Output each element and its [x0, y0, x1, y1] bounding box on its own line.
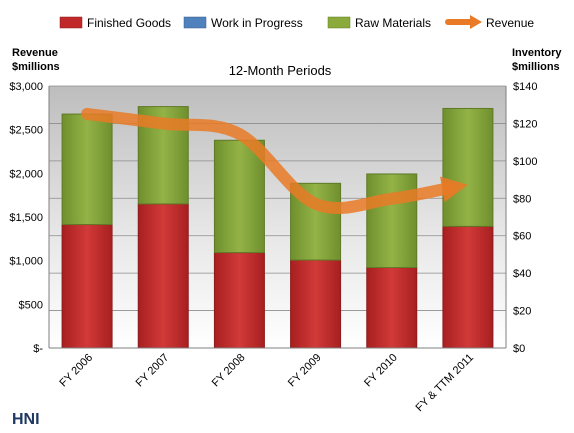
left-tick-labels: $- $500 $1,000 $1,500 $2,000 $2,500 $3,000	[9, 81, 43, 355]
left-tick-label: $1,500	[9, 212, 43, 224]
bar-finished-goods-fy-2007	[137, 203, 189, 349]
bar-raw-materials-fy-2008	[213, 139, 265, 254]
x-tick-label: FY 2010	[362, 352, 400, 390]
plot-area	[49, 86, 506, 348]
left-tick-label: $2,000	[9, 168, 43, 180]
right-tick-label: $140	[513, 81, 537, 93]
plot-subtitle: 12-Month Periods	[229, 63, 332, 78]
right-tick-label: $20	[513, 306, 531, 318]
x-tick-label: FY 2007	[134, 352, 172, 390]
right-tick-label: $100	[513, 156, 537, 168]
right-tick-labels: $0 $20 $40 $60 $80 $100 $120 $140	[513, 81, 537, 355]
left-tick-label: $1,000	[9, 256, 43, 268]
legend-item-raw-materials: Raw Materials	[327, 16, 431, 30]
bar-finished-goods-fy-2006	[61, 223, 113, 349]
right-tick-label: $80	[513, 193, 531, 205]
legend-swatch-raw-materials	[327, 16, 351, 29]
bar-raw-materials-fy-ttm-2011	[442, 107, 494, 227]
right-tick-label: $0	[513, 343, 525, 355]
left-axis-title-line1: Revenue	[12, 47, 58, 59]
bar-finished-goods-fy-ttm-2011	[442, 225, 494, 349]
bars	[61, 106, 494, 349]
left-tick-label: $3,000	[9, 81, 43, 93]
legend-label-finished-goods: Finished Goods	[87, 16, 171, 30]
right-tick-label: $120	[513, 118, 537, 130]
x-tick-label: FY 2006	[57, 352, 95, 390]
x-tick-labels: FY 2006 FY 2007 FY 2008 FY 2009 FY 2010 FY & …	[57, 352, 476, 415]
left-tick-label: $-	[33, 343, 43, 355]
company-label: HNI	[12, 411, 40, 428]
bar-finished-goods-fy-2009	[290, 259, 342, 349]
right-axis-title-line2: $millions	[512, 61, 560, 73]
legend: Finished Goods Work in Progress Raw Mate…	[59, 15, 534, 30]
legend-label-raw-materials: Raw Materials	[355, 16, 431, 30]
legend-swatch-work-in-progress	[183, 16, 207, 29]
left-tick-label: $2,500	[9, 125, 43, 137]
right-tick-label: $40	[513, 268, 531, 280]
x-tick-label: FY & TTM 2011	[414, 352, 477, 415]
x-tick-label: FY 2008	[210, 352, 248, 390]
bar-finished-goods-fy-2010	[366, 267, 418, 349]
legend-arrow-revenue	[470, 15, 482, 29]
legend-item-revenue: Revenue	[445, 15, 534, 30]
legend-label-revenue: Revenue	[486, 16, 534, 30]
bar-finished-goods-fy-2008	[213, 252, 265, 349]
revenue-line	[81, 107, 468, 215]
legend-label-work-in-progress: Work in Progress	[211, 16, 303, 30]
left-tick-label: $500	[19, 299, 43, 311]
legend-item-work-in-progress: Work in Progress	[183, 16, 303, 30]
legend-item-finished-goods: Finished Goods	[59, 16, 171, 30]
x-tick-label: FY 2009	[286, 352, 324, 390]
bar-raw-materials-fy-2010	[366, 173, 418, 269]
right-tick-label: $60	[513, 231, 531, 243]
legend-swatch-finished-goods	[59, 16, 83, 29]
revenue-line-group	[81, 107, 468, 215]
right-axis-title-line1: Inventory	[512, 47, 562, 59]
bar-raw-materials-fy-2006	[61, 113, 113, 225]
left-axis-title-line2: $millions	[12, 61, 60, 73]
